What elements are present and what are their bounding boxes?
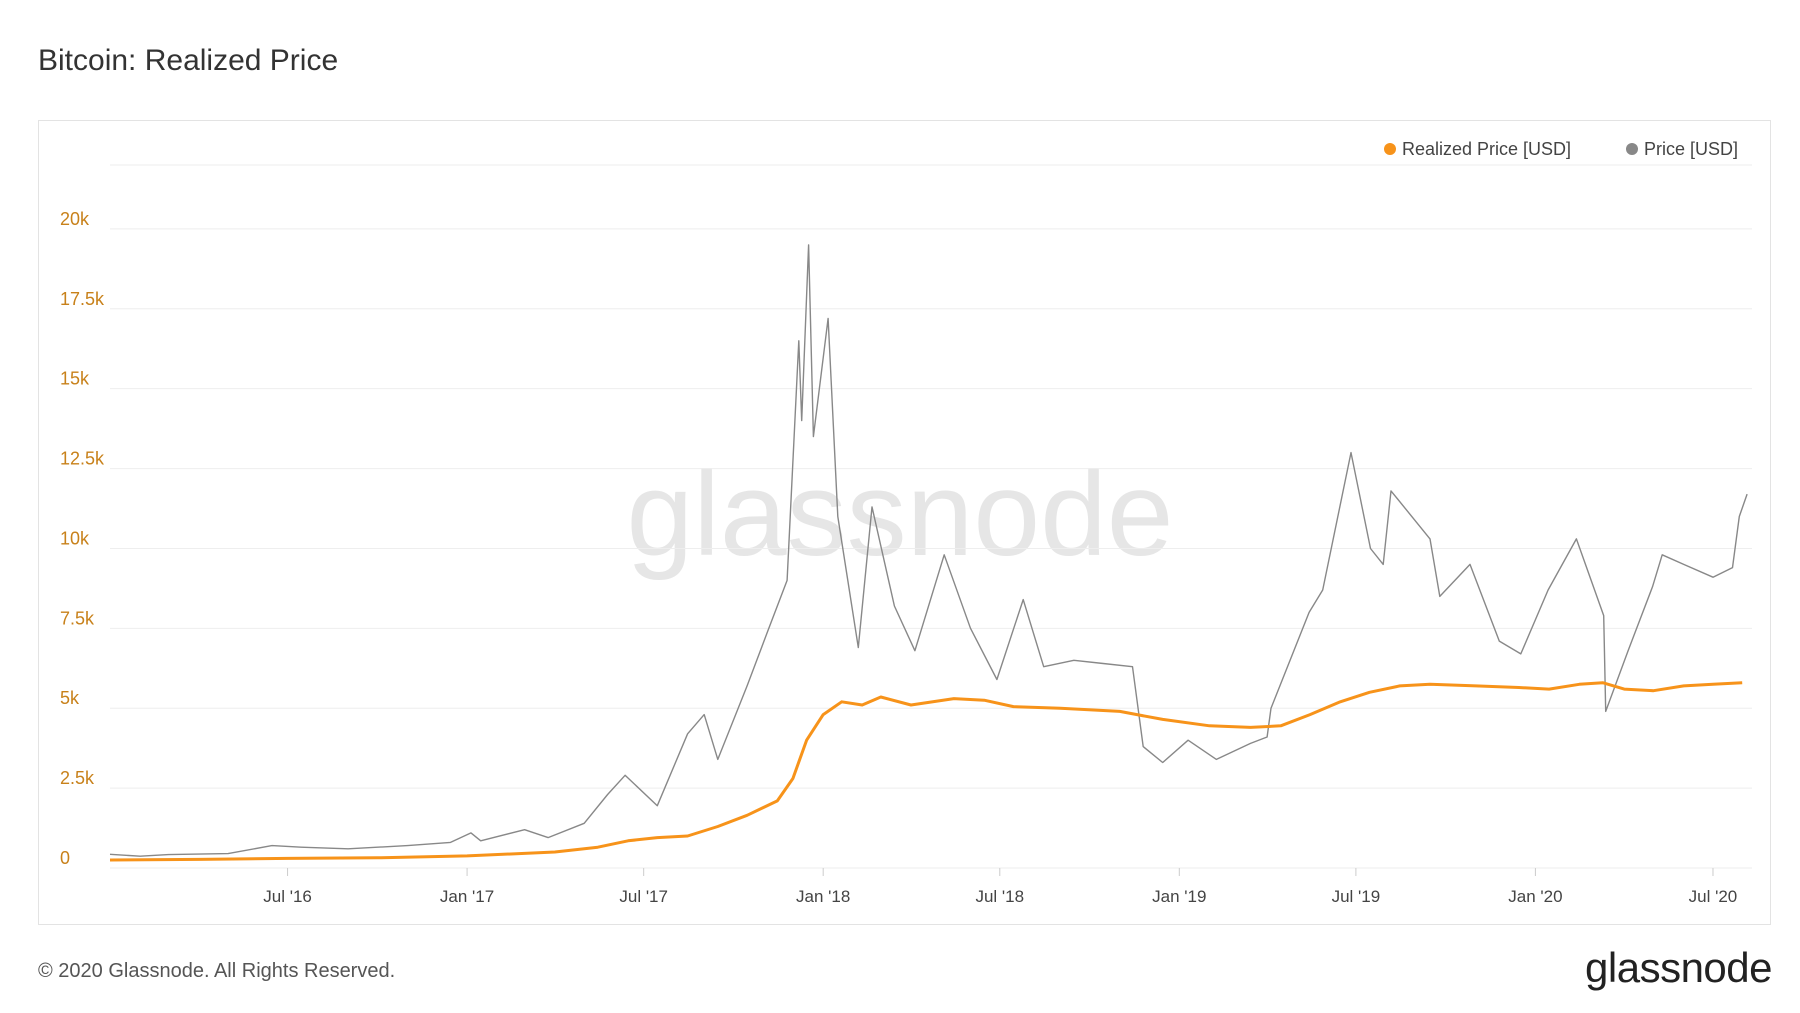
y-tick-label: 12.5k <box>60 449 105 469</box>
watermark: glassnode <box>626 447 1173 581</box>
y-tick-label: 5k <box>60 688 80 708</box>
legend: Realized Price [USD] Price [USD] <box>1384 139 1738 159</box>
x-axis: Jul '16 Jan '17 Jul '17 Jan '18 Jul '18 Jan '… <box>263 868 1737 906</box>
price-line[interactable] <box>109 244 1748 857</box>
legend-swatch <box>1384 143 1396 155</box>
y-tick-label: 17.5k <box>60 289 105 309</box>
copyright-text: © 2020 Glassnode. All Rights Reserved. <box>38 960 396 982</box>
x-tick-label: Jul '19 <box>1332 887 1381 906</box>
y-tick-label: 7.5k <box>60 608 95 628</box>
x-tick-label: Jul '17 <box>619 887 668 906</box>
x-tick-label: Jan '18 <box>796 887 850 906</box>
legend-swatch <box>1626 143 1638 155</box>
realized-price-line[interactable] <box>109 681 1743 862</box>
y-tick-label: 20k <box>60 209 90 229</box>
y-tick-label: 0 <box>60 848 70 868</box>
brand-logo[interactable]: glassnode <box>1585 944 1772 991</box>
x-tick-label: Jan '20 <box>1508 887 1562 906</box>
grid <box>110 164 1752 869</box>
legend-item[interactable]: Price [USD] <box>1644 139 1738 159</box>
series-lines <box>109 244 1748 862</box>
x-tick-label: Jul '18 <box>975 887 1024 906</box>
x-tick-label: Jul '16 <box>263 887 312 906</box>
y-tick-label: 15k <box>60 369 90 389</box>
page-title: Bitcoin: Realized Price <box>38 44 339 77</box>
x-tick-label: Jan '19 <box>1152 887 1206 906</box>
y-axis: 0 2.5k 5k 7.5k 10k 12.5k 15k 17.5k 20k <box>60 209 105 868</box>
legend-item[interactable]: Realized Price [USD] <box>1402 139 1571 159</box>
x-tick-label: Jan '17 <box>440 887 494 906</box>
x-tick-label: Jul '20 <box>1689 887 1738 906</box>
y-tick-label: 2.5k <box>60 768 95 788</box>
chart-frame <box>38 120 1771 925</box>
y-tick-label: 10k <box>60 528 90 548</box>
